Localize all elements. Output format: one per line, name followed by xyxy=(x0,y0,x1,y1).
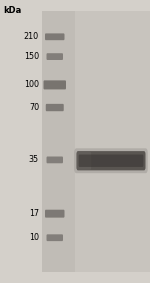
FancyBboxPatch shape xyxy=(45,33,64,40)
FancyBboxPatch shape xyxy=(74,148,148,173)
FancyBboxPatch shape xyxy=(46,53,63,60)
Text: 210: 210 xyxy=(24,32,39,41)
Text: 100: 100 xyxy=(24,80,39,89)
Bar xyxy=(42,11,75,272)
FancyBboxPatch shape xyxy=(77,152,91,170)
Bar xyxy=(42,11,150,272)
Text: 35: 35 xyxy=(29,155,39,164)
Text: 150: 150 xyxy=(24,52,39,61)
FancyBboxPatch shape xyxy=(46,104,64,111)
FancyBboxPatch shape xyxy=(46,234,63,241)
FancyBboxPatch shape xyxy=(79,155,143,167)
Text: 10: 10 xyxy=(29,233,39,242)
Text: 17: 17 xyxy=(29,209,39,218)
FancyBboxPatch shape xyxy=(44,80,66,89)
FancyBboxPatch shape xyxy=(46,156,63,163)
Text: 70: 70 xyxy=(29,103,39,112)
Text: kDa: kDa xyxy=(3,6,21,15)
FancyBboxPatch shape xyxy=(45,210,64,218)
FancyBboxPatch shape xyxy=(76,151,146,170)
